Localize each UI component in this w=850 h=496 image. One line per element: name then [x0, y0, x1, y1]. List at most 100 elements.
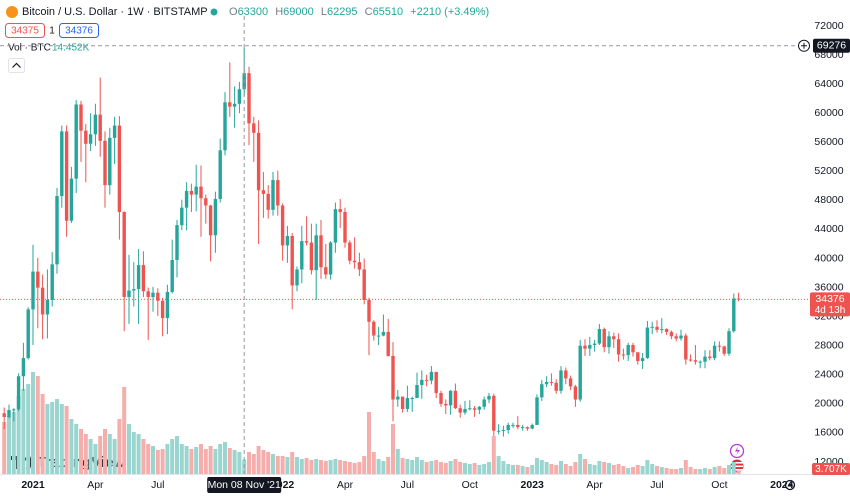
- candle-body: [362, 269, 366, 300]
- candle-body: [232, 103, 237, 107]
- y-tick-label: 36000: [814, 281, 843, 293]
- volume-bar: [299, 459, 304, 474]
- volume-bar: [688, 467, 693, 474]
- volume-bar: [554, 465, 559, 474]
- candle-body: [271, 180, 275, 210]
- y-tick-label: 40000: [814, 252, 843, 264]
- quantity: 1: [49, 26, 55, 37]
- volume-bar: [333, 459, 338, 474]
- candle-body: [645, 327, 650, 359]
- candle-body: [108, 137, 112, 186]
- candle-body: [674, 336, 678, 339]
- volume-bar: [285, 457, 290, 474]
- candle-body: [573, 386, 578, 400]
- collapse-button[interactable]: [8, 58, 25, 73]
- candle-body: [420, 379, 424, 385]
- candle-body: [410, 398, 414, 400]
- volume-bar: [419, 460, 424, 474]
- volume-bar: [203, 449, 208, 474]
- volume-bar: [727, 465, 731, 474]
- candle-body: [424, 379, 429, 381]
- sell-button[interactable]: [5, 23, 45, 38]
- candle-body: [472, 408, 477, 410]
- candle-body: [583, 345, 587, 349]
- candle-body: [208, 205, 213, 236]
- candle-body: [45, 299, 50, 315]
- volume-bar: [491, 436, 496, 474]
- volume-bar: [659, 467, 664, 474]
- candle-body: [578, 345, 582, 400]
- candle-body: [540, 384, 544, 398]
- candle-body: [684, 335, 688, 360]
- candle-body: [516, 424, 520, 428]
- volume-bar: [155, 450, 160, 474]
- volume-bar: [40, 394, 45, 474]
- crosshair-price-box: [813, 38, 850, 53]
- candle-body: [156, 292, 160, 301]
- volume-bar: [127, 424, 131, 474]
- volume-bar: [103, 429, 107, 474]
- volume-bar: [64, 406, 69, 474]
- candle-body: [343, 212, 347, 243]
- volume-bar: [472, 463, 477, 474]
- candle-body: [400, 396, 405, 409]
- candle-body: [204, 198, 208, 206]
- candle-body: [50, 264, 54, 300]
- candle-body: [693, 360, 698, 362]
- settings-icon[interactable]: [784, 479, 796, 491]
- volume-bar: [482, 464, 487, 474]
- candle-body: [549, 382, 554, 384]
- candle-body: [295, 269, 299, 286]
- candle-body: [160, 300, 165, 319]
- volume-bar: [400, 458, 405, 474]
- volume-bar: [703, 468, 707, 474]
- ohlc-prefix: C: [365, 6, 373, 18]
- ohlc-readout: O63300 H69000 L62295 C65510 +2210 (+3.49…: [229, 6, 489, 18]
- candle-body: [170, 259, 174, 292]
- volume-bar: [261, 450, 266, 474]
- volume-bar: [232, 450, 237, 474]
- candle-body: [626, 345, 630, 356]
- volume-bar: [179, 444, 184, 474]
- candle-body: [218, 150, 222, 199]
- flag-stripe: [731, 469, 743, 471]
- candle-body: [732, 298, 736, 332]
- volume-bar: [578, 454, 583, 474]
- countdown-label: 4d 13h: [815, 305, 846, 316]
- candle-body: [453, 390, 458, 409]
- volume-bar: [309, 460, 314, 474]
- x-tick-label: Apr: [586, 479, 603, 491]
- volume-bar: [55, 399, 59, 474]
- volume-bar: [357, 462, 362, 474]
- candle-body: [487, 395, 491, 400]
- volume-bar: [463, 463, 467, 474]
- volume-bar: [448, 461, 453, 474]
- volume-bar: [69, 419, 74, 474]
- candle-body: [679, 335, 683, 339]
- candle-body: [496, 430, 501, 432]
- symbol-title[interactable]: Bitcoin / U.S. Dollar · 1W · BITSTAMP: [22, 6, 208, 18]
- volume-bar: [655, 466, 659, 474]
- candle-body: [525, 427, 530, 429]
- y-tick-label: 44000: [814, 223, 843, 235]
- volume-bar: [535, 458, 539, 474]
- volume-bar: [439, 462, 443, 474]
- buy-button[interactable]: [59, 23, 99, 38]
- y-tick-label: 48000: [814, 194, 843, 206]
- volume-bar: [208, 446, 213, 474]
- candle-body: [7, 410, 11, 417]
- candle-body: [184, 190, 189, 208]
- ohlc-value: 63300: [238, 6, 269, 18]
- volume-bar: [381, 461, 386, 474]
- candle-body: [256, 132, 261, 191]
- candle-body: [544, 382, 549, 385]
- volume-bar: [280, 456, 285, 474]
- candle-body: [559, 370, 563, 391]
- candle-body: [477, 406, 482, 410]
- volume-bar: [275, 456, 280, 474]
- sell-price: 34375: [11, 26, 39, 37]
- symbol-icon: [6, 6, 18, 18]
- candle-body: [448, 390, 453, 406]
- volume-bar: [79, 429, 83, 474]
